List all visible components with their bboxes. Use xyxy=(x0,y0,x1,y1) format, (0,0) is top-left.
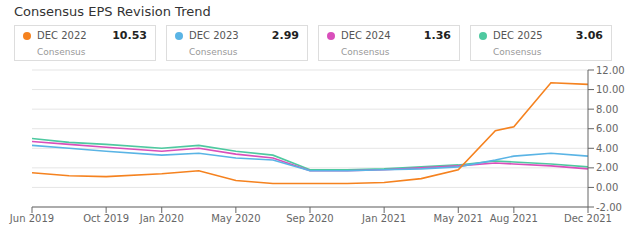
html-text:DEC 2024: DEC 2024 xyxy=(341,30,391,41)
svg-text:Dec 2021: Dec 2021 xyxy=(564,213,612,224)
svg-text:-2.00: -2.00 xyxy=(596,202,622,213)
html-text:Consensus: Consensus xyxy=(341,47,390,57)
html-text:DEC 2025: DEC 2025 xyxy=(493,30,543,41)
html-text:DEC 2023: DEC 2023 xyxy=(189,30,239,41)
svg-text:12.00: 12.00 xyxy=(596,65,625,76)
svg-text:Aug 2021: Aug 2021 xyxy=(490,213,538,224)
html-text:DEC 2022: DEC 2022 xyxy=(37,30,87,41)
svg-text:Jan 2020: Jan 2020 xyxy=(139,213,184,224)
svg-text:Oct 2019: Oct 2019 xyxy=(83,213,129,224)
html-text:2.99: 2.99 xyxy=(271,29,299,42)
html-text:10.53: 10.53 xyxy=(112,29,147,42)
svg-text:Sep 2020: Sep 2020 xyxy=(286,213,333,224)
svg-text:Jan 2021: Jan 2021 xyxy=(361,213,406,224)
html-text:1.36: 1.36 xyxy=(423,29,451,42)
html-text:Consensus: Consensus xyxy=(493,47,542,57)
svg-text:6.00: 6.00 xyxy=(596,123,618,134)
svg-text:8.00: 8.00 xyxy=(596,104,618,115)
svg-text:2.00: 2.00 xyxy=(596,162,618,173)
html-text:Consensus: Consensus xyxy=(189,47,238,57)
html-text:3.06: 3.06 xyxy=(575,29,603,42)
svg-text:0.00: 0.00 xyxy=(596,182,618,193)
svg-text:10.00: 10.00 xyxy=(596,84,625,95)
svg-text:May 2021: May 2021 xyxy=(434,213,483,224)
svg-text:May 2020: May 2020 xyxy=(211,213,260,224)
html-text:Consensus: Consensus xyxy=(37,47,86,57)
html-text:Consensus EPS Revision Trend: Consensus EPS Revision Trend xyxy=(14,4,211,19)
svg-text:4.00: 4.00 xyxy=(596,143,618,154)
svg-text:Jun 2019: Jun 2019 xyxy=(9,213,54,224)
